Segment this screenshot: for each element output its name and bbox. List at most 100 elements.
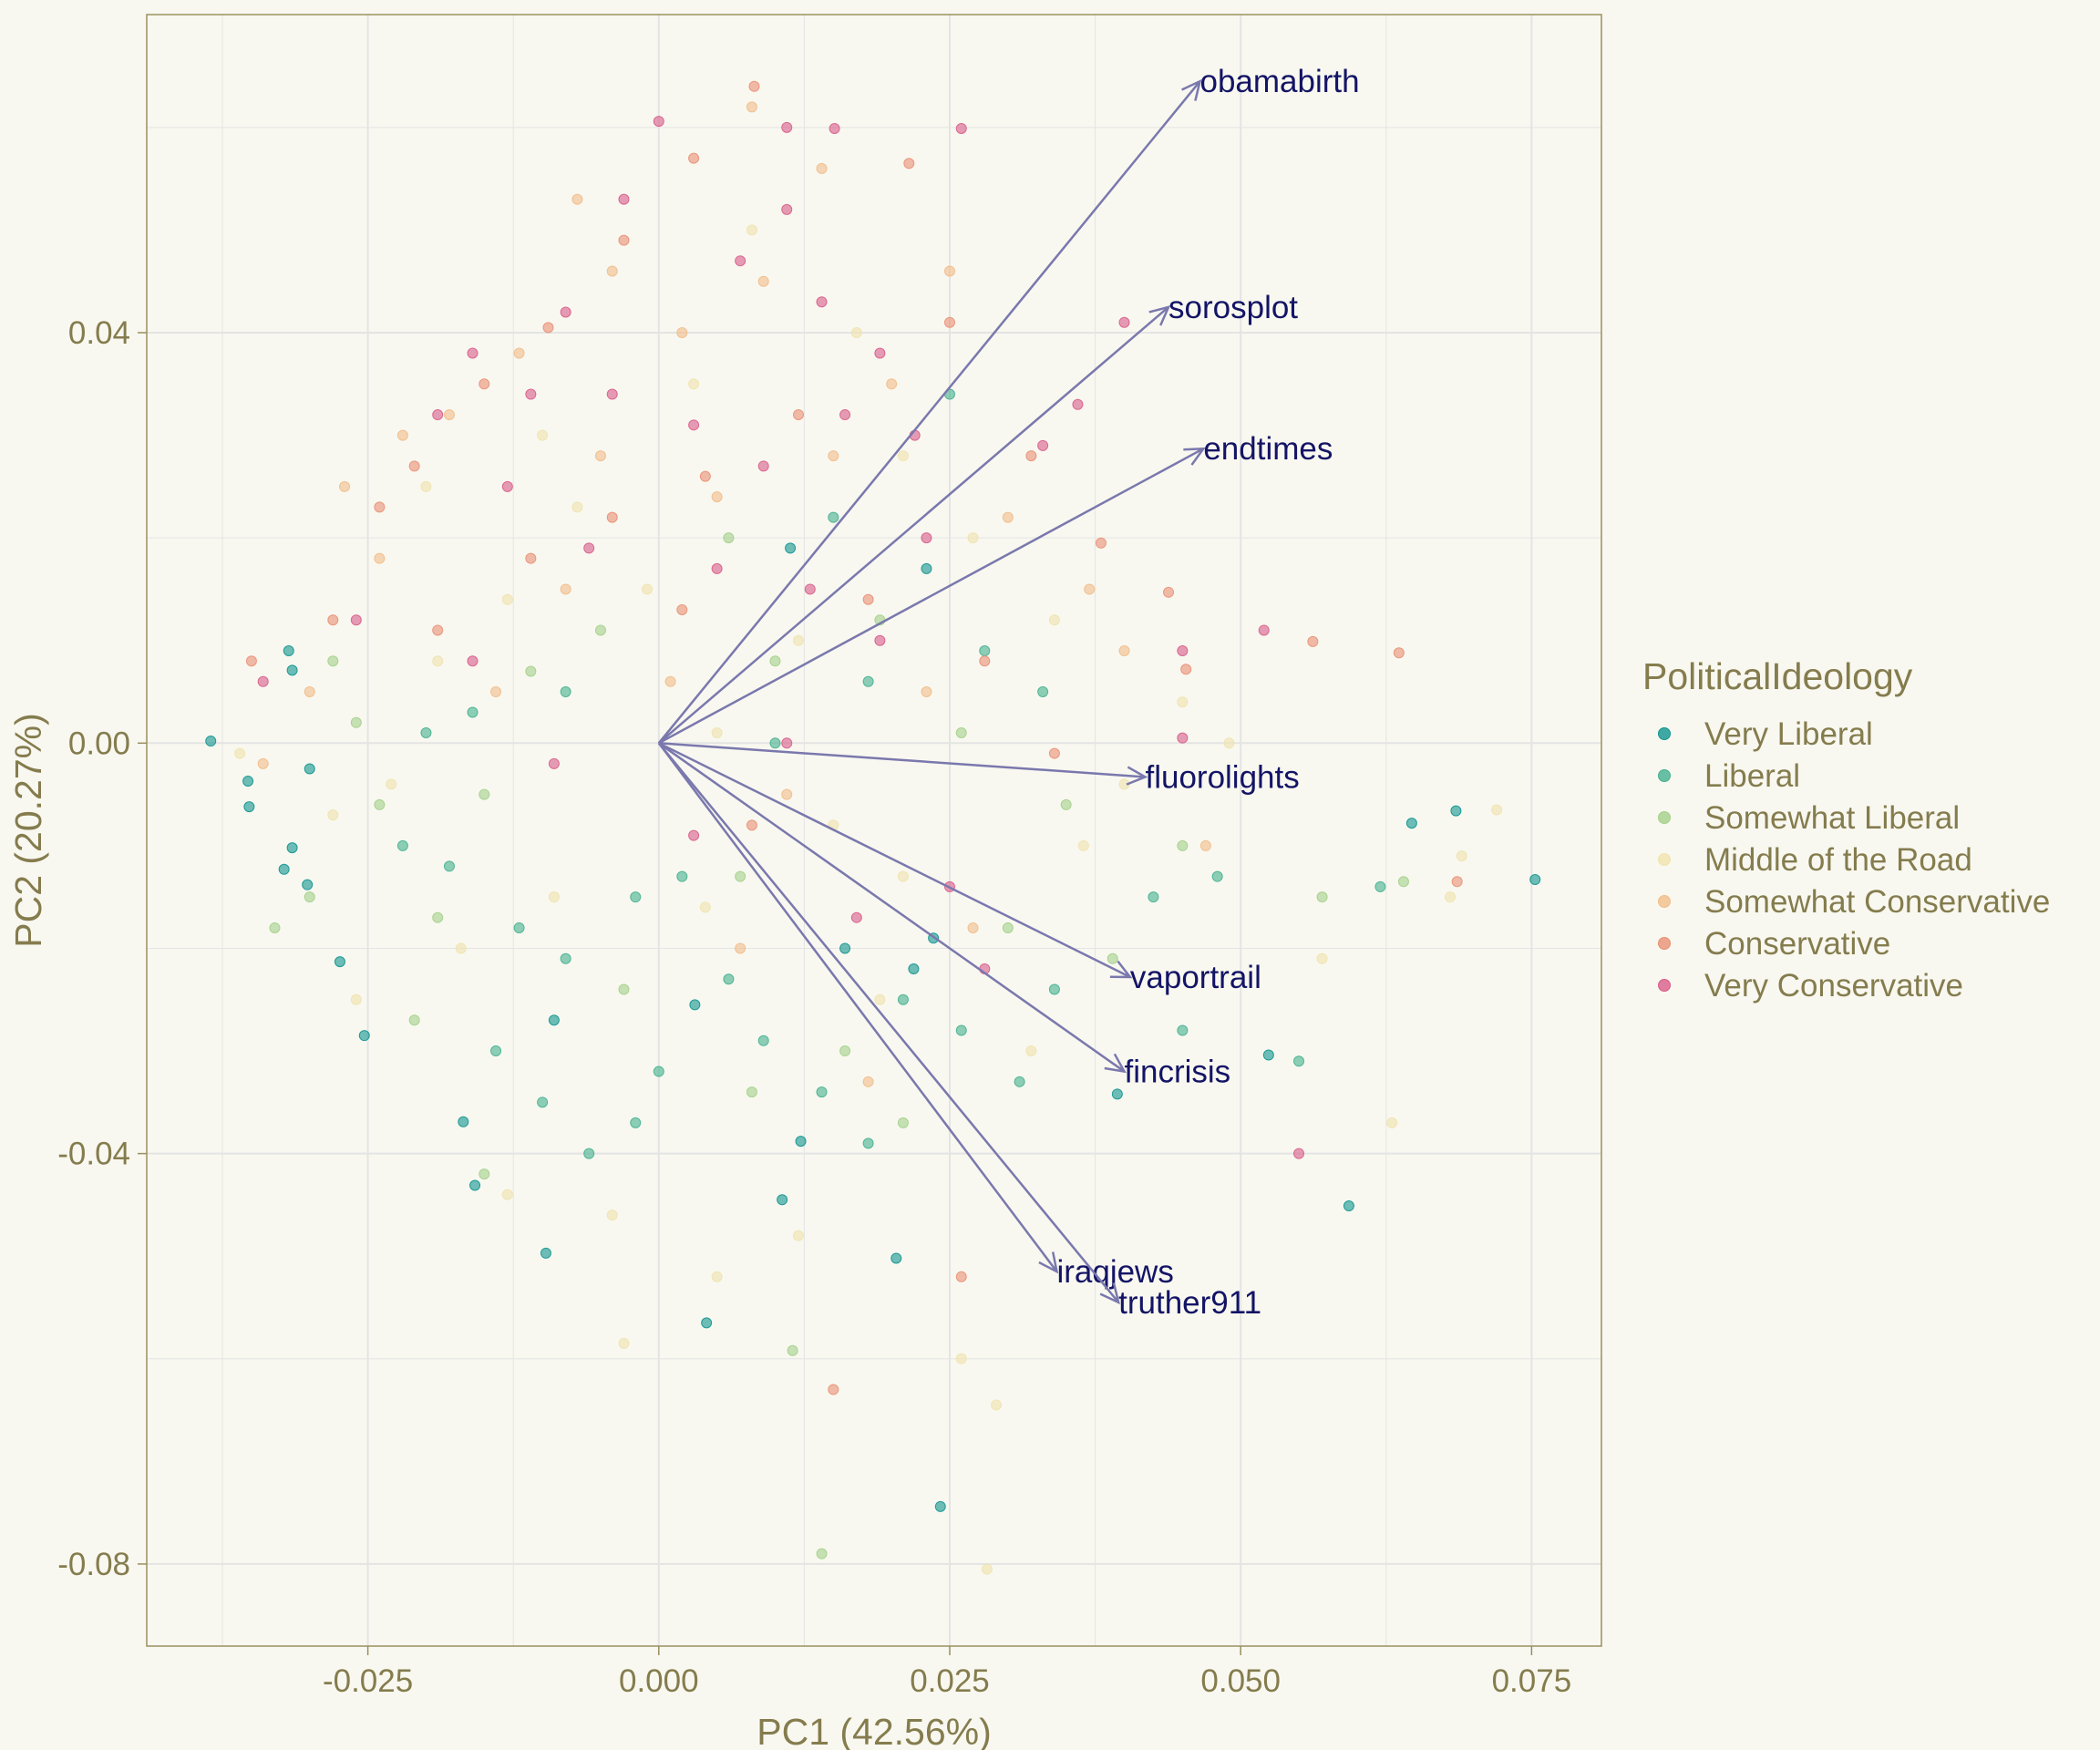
data-point (1177, 644, 1189, 656)
data-point (1386, 1117, 1398, 1128)
x-tick-label: 0.025 (910, 1663, 990, 1699)
data-point (979, 655, 991, 667)
data-point (921, 686, 932, 698)
data-point (501, 1189, 513, 1200)
data-point (1223, 737, 1235, 749)
data-point (1025, 1045, 1037, 1057)
data-point (374, 798, 386, 810)
data-point (816, 296, 828, 308)
data-point (701, 1317, 713, 1329)
data-point (981, 1563, 993, 1575)
data-point (286, 842, 298, 854)
data-point (908, 962, 920, 974)
data-point (757, 1035, 769, 1046)
legend-key-5 (1658, 937, 1671, 950)
data-point (781, 121, 793, 133)
arrowhead-fincrisis (1104, 1053, 1127, 1074)
data-point (793, 409, 805, 421)
data-point (874, 347, 886, 359)
data-point (1258, 624, 1270, 636)
data-point (816, 162, 828, 174)
data-point (653, 1065, 664, 1077)
legend-label: Very Conservative (1704, 968, 1963, 1004)
data-point (890, 1252, 902, 1264)
data-point (304, 686, 315, 698)
data-point (769, 737, 781, 749)
data-point (560, 686, 571, 698)
data-point (408, 460, 420, 472)
data-point (642, 583, 654, 595)
data-point (699, 901, 711, 913)
loading-arrows-layer: obamabirth sorosplot endtimes fluorolights v… (657, 64, 1360, 1321)
data-point (1307, 635, 1319, 647)
data-point (630, 1117, 642, 1128)
arrowhead-vaportrail (1109, 960, 1133, 979)
data-point (408, 1014, 420, 1026)
data-point (501, 480, 513, 492)
data-point (699, 470, 711, 482)
data-point (583, 542, 595, 554)
y-tick-label: -0.04 (57, 1137, 130, 1172)
data-point (850, 326, 862, 338)
data-point (334, 956, 345, 968)
data-point (278, 863, 290, 875)
data-point (458, 1116, 469, 1127)
data-point (583, 1148, 595, 1159)
x-tick-label: 0.050 (1200, 1663, 1281, 1699)
data-point (1293, 1055, 1305, 1067)
data-point (897, 1117, 909, 1128)
data-point (1048, 747, 1060, 759)
data-point (862, 675, 874, 687)
data-point (1077, 839, 1089, 851)
data-point (1262, 1049, 1274, 1061)
data-point (829, 122, 840, 134)
data-point (1491, 804, 1503, 816)
data-point (781, 788, 793, 800)
data-point (886, 378, 898, 390)
data-point (618, 234, 630, 246)
data-point (735, 870, 746, 882)
data-point (302, 879, 314, 890)
data-point (676, 603, 688, 615)
data-point (594, 450, 606, 462)
legend-title: PoliticalIdeology (1642, 655, 1913, 697)
loading-arrow-fincrisis (658, 742, 1126, 1073)
y-axis-title: PC2 (20.27%) (7, 713, 49, 948)
data-point (1177, 839, 1189, 851)
data-point (781, 737, 793, 749)
data-point (1177, 1024, 1189, 1036)
data-point (757, 275, 769, 287)
data-point (862, 1076, 874, 1087)
data-point (443, 860, 455, 872)
data-point (1405, 818, 1417, 829)
data-point (358, 1030, 370, 1042)
legend-key-2 (1658, 811, 1671, 824)
data-point (479, 788, 490, 800)
data-point (711, 1271, 723, 1282)
data-point (490, 686, 502, 698)
data-point (1002, 921, 1014, 933)
loading-label-fincrisis: fincrisis (1125, 1055, 1231, 1090)
data-point (618, 193, 630, 205)
data-point (606, 511, 618, 523)
loading-label-iraqjews: iraqjews (1056, 1254, 1173, 1290)
axes-layer: -0.025 0.000 0.025 0.050 0.075 -0.08 -0.04 0.00… (57, 315, 1571, 1699)
data-point (571, 193, 583, 205)
data-point (979, 644, 991, 656)
data-point (874, 993, 886, 1005)
data-point (525, 388, 537, 400)
data-point (943, 316, 955, 328)
data-point (955, 727, 967, 739)
arrowhead-endtimes (1183, 447, 1206, 466)
data-point (828, 511, 839, 523)
data-point (327, 809, 339, 821)
data-point (781, 203, 793, 215)
data-point (594, 624, 606, 636)
data-point (432, 655, 444, 667)
data-point (234, 747, 246, 759)
loading-label-vaportrail: vaportrail (1130, 960, 1261, 995)
data-point (1451, 876, 1463, 888)
data-point (967, 921, 979, 933)
